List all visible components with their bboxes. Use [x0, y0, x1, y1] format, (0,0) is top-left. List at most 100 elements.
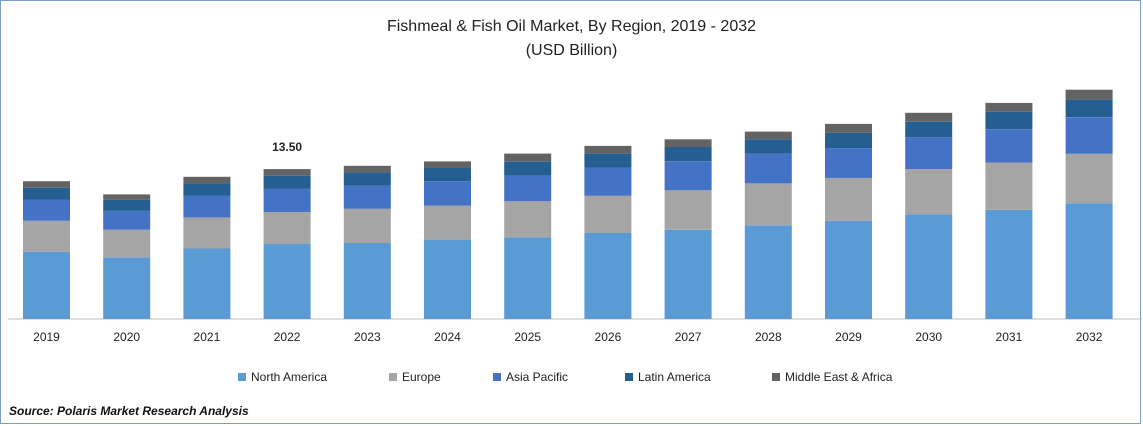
bar-2031-s0	[985, 209, 1033, 319]
bar-2022-s0	[263, 244, 311, 319]
bar-2027-s2	[664, 161, 712, 191]
bar-2023-s2	[343, 185, 391, 209]
bar-2019-s2	[23, 199, 70, 221]
bar-2023-s1	[343, 208, 391, 243]
bar-2022-s4	[263, 169, 311, 176]
x-tick-label: 2022	[274, 330, 301, 344]
bar-2020-s2	[103, 211, 151, 230]
x-tick-label: 2025	[514, 330, 541, 344]
bar-2026-s2	[584, 168, 632, 196]
bar-2021-s2	[183, 195, 231, 218]
bar-2029-s0	[825, 220, 872, 319]
bar-2031-s4	[985, 102, 1033, 112]
bar-2019-s3	[23, 187, 70, 200]
bar-2029-s1	[825, 177, 872, 221]
bar-2026-s4	[584, 145, 632, 154]
x-tick-label: 2030	[915, 330, 942, 344]
bar-2024-s1	[424, 205, 471, 240]
bar-2023-s3	[343, 172, 391, 186]
x-tick-label: 2023	[354, 330, 381, 344]
bar-2022-s2	[263, 188, 311, 213]
bar-2021-s4	[183, 176, 231, 184]
bar-2022-s1	[263, 212, 311, 245]
legend-swatch	[772, 373, 780, 381]
bar-2019-s1	[23, 220, 70, 252]
bar-2025-s1	[504, 201, 552, 238]
bar-2031-s2	[985, 129, 1033, 163]
bar-2032-s1	[1065, 153, 1113, 204]
bar-2019-s0	[23, 251, 70, 319]
x-tick-label: 2024	[434, 330, 461, 344]
bar-2030-s3	[905, 121, 953, 138]
x-tick-label: 2031	[996, 330, 1023, 344]
bar-2024-s4	[424, 161, 471, 168]
data-label: 13.50	[272, 140, 302, 154]
bar-2029-s2	[825, 148, 872, 178]
bar-2030-s4	[905, 112, 953, 122]
chart-plot: 2019 2020 2021 2022 2023 2024 2025 2026 2027 2028…	[8, 89, 1142, 384]
bar-2023-s4	[343, 165, 391, 173]
bar-2032-s0	[1065, 203, 1113, 319]
bar-2019-s4	[23, 181, 70, 188]
bar-2021-s1	[183, 217, 231, 249]
source-note: Source: Polaris Market Research Analysis	[9, 404, 249, 418]
bar-2029-s4	[825, 123, 872, 133]
legend-swatch	[493, 373, 501, 381]
x-tick-label: 2021	[194, 330, 221, 344]
bar-2026-s1	[584, 195, 632, 233]
legend-label: North America	[251, 370, 327, 384]
legend-label: Middle East & Africa	[785, 370, 893, 384]
x-tick-label: 2019	[33, 330, 60, 344]
bar-2025-s4	[504, 153, 552, 162]
bar-2030-s1	[905, 169, 953, 215]
bar-2029-s3	[825, 132, 872, 149]
bar-2028-s1	[744, 183, 792, 226]
bar-2020-s4	[103, 194, 151, 200]
bar-2027-s4	[664, 139, 712, 147]
x-tick-label: 2020	[113, 330, 140, 344]
bar-2031-s1	[985, 162, 1033, 210]
x-tick-label: 2032	[1076, 330, 1103, 344]
bar-2028-s3	[744, 139, 792, 154]
x-tick-label: 2026	[595, 330, 622, 344]
bar-2023-s0	[343, 242, 391, 319]
x-tick-label: 2028	[755, 330, 782, 344]
bar-2028-s0	[744, 225, 792, 319]
bar-2024-s3	[424, 168, 471, 182]
bar-2024-s2	[424, 181, 471, 206]
chart-subtitle: (USD Billion)	[525, 42, 618, 59]
bar-2025-s2	[504, 175, 552, 202]
bar-2022-s3	[263, 175, 311, 189]
bar-2032-s2	[1065, 117, 1113, 154]
legend-label: Asia Pacific	[506, 370, 568, 384]
bar-2031-s3	[985, 111, 1033, 130]
bar-2027-s3	[664, 147, 712, 162]
bar-2024-s0	[424, 239, 471, 319]
bar-2020-s1	[103, 229, 151, 258]
bar-2021-s3	[183, 183, 231, 196]
bar-2026-s3	[584, 153, 632, 168]
bar-2020-s3	[103, 199, 151, 211]
x-tick-label: 2029	[835, 330, 862, 344]
bar-2020-s0	[103, 257, 151, 319]
bar-2032-s3	[1065, 99, 1113, 118]
bar-2028-s4	[744, 131, 792, 140]
legend-swatch	[625, 373, 633, 381]
bar-2028-s2	[744, 153, 792, 184]
bar-2030-s2	[905, 137, 953, 170]
bar-2032-s4	[1065, 89, 1113, 100]
legend-swatch	[238, 373, 246, 381]
legend-label: Europe	[402, 370, 441, 384]
bar-2030-s0	[905, 214, 953, 319]
legend-label: Latin America	[638, 370, 711, 384]
bar-2025-s3	[504, 161, 552, 176]
bar-2026-s0	[584, 233, 632, 319]
legend-swatch	[389, 373, 397, 381]
bar-2027-s1	[664, 190, 712, 230]
chart-title: Fishmeal & Fish Oil Market, By Region, 2…	[386, 18, 757, 35]
x-tick-label: 2027	[675, 330, 702, 344]
bar-2025-s0	[504, 237, 552, 319]
bar-2027-s0	[664, 229, 712, 319]
bar-2021-s0	[183, 248, 231, 319]
